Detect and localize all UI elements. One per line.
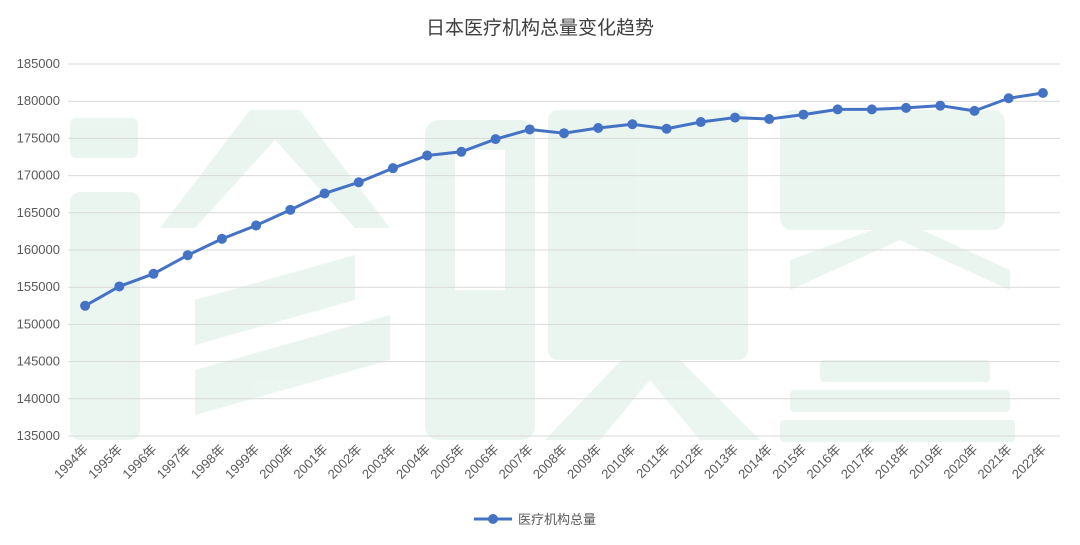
data-point: [1003, 93, 1014, 104]
y-tick-label: 140000: [17, 391, 60, 406]
y-tick-label: 145000: [17, 354, 60, 369]
x-tick-label: 2006年: [461, 442, 501, 482]
x-tick-label: 2010年: [598, 442, 638, 482]
watermark-logo: [70, 110, 1015, 442]
x-tick-label: 2017年: [838, 442, 878, 482]
y-tick-label: 170000: [17, 168, 60, 183]
y-tick-label: 185000: [17, 56, 60, 71]
chart-title: 日本医疗机构总量变化趋势: [426, 17, 654, 39]
data-point: [627, 119, 638, 130]
data-point: [387, 163, 398, 174]
y-tick-label: 175000: [17, 130, 60, 145]
x-tick-label: 2007年: [496, 442, 536, 482]
y-tick-label: 160000: [17, 242, 60, 257]
x-tick-label: 1994年: [51, 442, 91, 482]
x-tick-label: 2002年: [325, 442, 365, 482]
y-axis-ticks: 135000 140000 145000 150000 155000 160000 1650…: [17, 56, 60, 443]
x-axis-ticks: 1994年1995年1996年1997年1998年1999年2000年2001年…: [51, 442, 1049, 482]
data-point: [422, 150, 433, 161]
x-tick-label: 1999年: [222, 442, 262, 482]
data-point: [832, 104, 843, 115]
y-tick-label: 155000: [17, 279, 60, 294]
gridlines: [68, 63, 1060, 437]
data-point: [764, 114, 775, 125]
x-tick-label: 2013年: [701, 442, 741, 482]
data-point: [730, 112, 741, 123]
x-tick-label: 2019年: [906, 442, 946, 482]
series-layer: [80, 88, 1048, 311]
x-tick-label: 2000年: [256, 442, 296, 482]
data-point: [935, 100, 946, 111]
x-tick-label: 2015年: [769, 442, 809, 482]
data-point: [695, 117, 706, 128]
data-point: [148, 268, 159, 279]
data-point: [1037, 88, 1048, 99]
data-point: [901, 102, 912, 113]
x-tick-label: 1996年: [119, 442, 159, 482]
x-tick-label: 2005年: [427, 442, 467, 482]
x-tick-label: 2022年: [1009, 442, 1049, 482]
x-tick-label: 2011年: [633, 442, 673, 482]
data-point: [114, 281, 125, 292]
y-tick-label: 165000: [17, 205, 60, 220]
y-tick-label: 135000: [17, 428, 60, 443]
x-tick-label: 2003年: [359, 442, 399, 482]
data-point: [969, 105, 980, 116]
x-tick-label: 2009年: [564, 442, 604, 482]
x-tick-label: 2014年: [735, 442, 775, 482]
data-point: [866, 104, 877, 115]
x-tick-label: 1997年: [154, 442, 194, 482]
y-tick-label: 150000: [17, 316, 60, 331]
data-point: [593, 122, 604, 133]
x-tick-label: 2001年: [290, 442, 330, 482]
data-point: [251, 220, 262, 231]
legend: 医疗机构总量: [474, 513, 596, 528]
data-point: [490, 134, 501, 145]
data-point: [80, 300, 91, 311]
x-tick-label: 2012年: [667, 442, 707, 482]
data-point: [285, 204, 296, 215]
data-point: [661, 123, 672, 134]
legend-dot-marker: [488, 514, 498, 524]
y-tick-label: 180000: [17, 93, 60, 108]
x-tick-label: 2004年: [393, 442, 433, 482]
data-point: [182, 250, 193, 261]
x-tick-label: 1995年: [85, 442, 125, 482]
x-tick-label: 2021年: [975, 442, 1015, 482]
data-point: [216, 233, 227, 244]
data-point: [524, 124, 535, 135]
x-tick-label: 2016年: [804, 442, 844, 482]
data-point: [559, 128, 569, 139]
legend-label: 医疗机构总量: [518, 513, 596, 528]
data-point: [319, 188, 330, 199]
data-point: [456, 146, 467, 157]
data-point: [353, 177, 364, 188]
x-tick-label: 2018年: [872, 442, 912, 482]
data-point: [798, 109, 809, 120]
x-tick-label: 2020年: [940, 442, 980, 482]
x-tick-label: 1998年: [188, 442, 228, 482]
x-tick-label: 2008年: [530, 442, 570, 482]
